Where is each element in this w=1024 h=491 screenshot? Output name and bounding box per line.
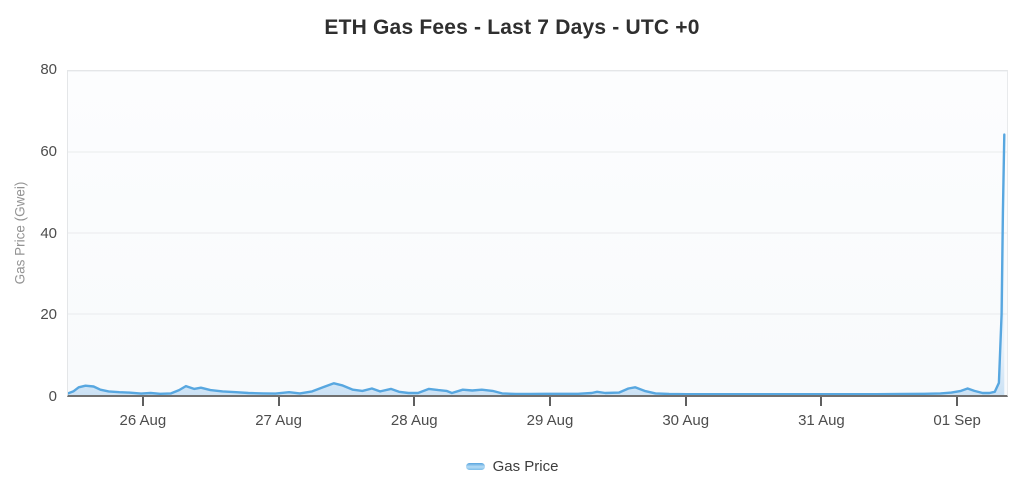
gas-price-line	[68, 133, 1006, 395]
x-tick-mark	[820, 397, 823, 406]
gridlines	[68, 71, 1007, 315]
plot-area	[67, 70, 1008, 397]
x-tick-mark	[684, 397, 687, 406]
x-tick-mark	[141, 397, 144, 406]
x-tick-label: 26 Aug	[119, 412, 167, 429]
y-tick-label: 60	[40, 142, 57, 160]
x-tick-label: 29 Aug	[526, 412, 574, 429]
x-tick-label: 28 Aug	[390, 412, 438, 429]
legend[interactable]: Gas Price	[0, 458, 1024, 475]
x-tick-label: 01 Sep	[933, 412, 981, 429]
y-tick-label: 40	[40, 224, 57, 242]
x-tick-label: 27 Aug	[255, 412, 302, 429]
gas-price-area-fill	[68, 134, 1005, 395]
y-tick-label: 80	[40, 61, 57, 78]
x-tick-label: 31 Aug	[798, 412, 845, 429]
y-tick-label: 20	[40, 306, 57, 324]
x-tick-mark	[956, 397, 959, 406]
legend-line-marker	[465, 463, 485, 470]
x-tick-mark	[277, 397, 280, 406]
chart-title: ETH Gas Fees - Last 7 Days - UTC +0	[324, 16, 700, 39]
legend-label: Gas Price	[492, 458, 559, 475]
x-tick-label: 30 Aug	[662, 412, 710, 429]
gas-price-line-plot	[68, 71, 1007, 395]
x-tick-mark	[549, 397, 551, 406]
y-tick-label: 0	[48, 388, 57, 405]
x-tick-mark	[413, 397, 416, 406]
